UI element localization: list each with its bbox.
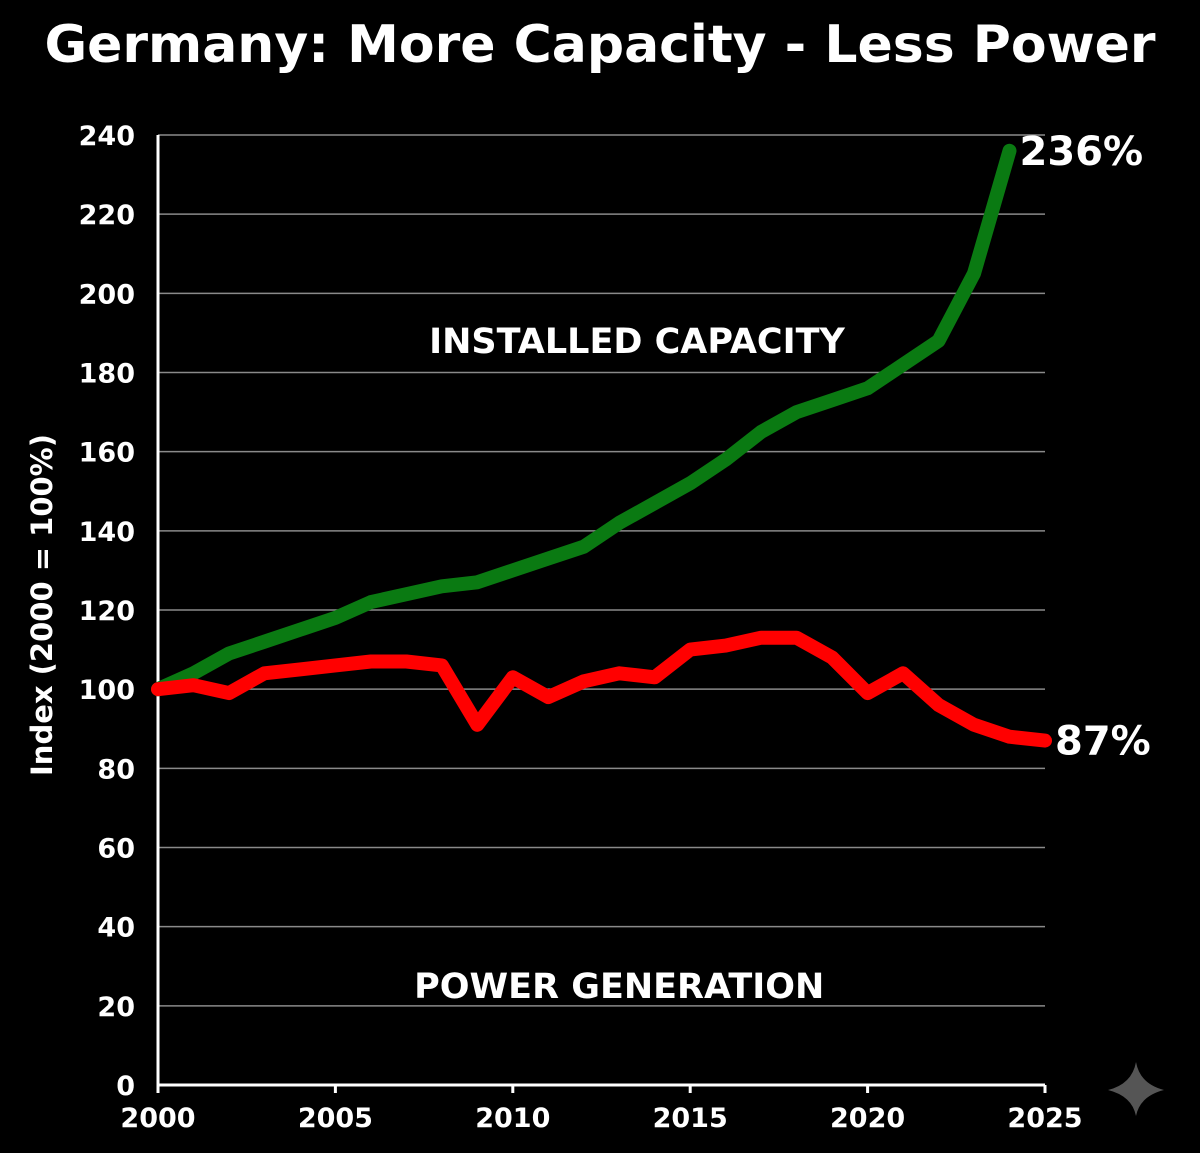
- x-tick-label: 2020: [830, 1103, 905, 1134]
- x-tick-label: 2025: [1007, 1103, 1082, 1134]
- y-tick-label: 140: [79, 517, 135, 548]
- series-line: [151, 143, 1017, 697]
- series-end-label: 87%: [1055, 719, 1151, 765]
- y-tick-label: 200: [79, 279, 135, 310]
- y-tick-label: 20: [97, 992, 135, 1023]
- y-axis-title: Index (2000 = 100%): [25, 434, 59, 776]
- series-label-backing: [386, 310, 887, 359]
- chart-title: Germany: More Capacity - Less Power: [44, 15, 1155, 75]
- y-tick-label: 80: [97, 754, 135, 785]
- y-tick-label: 240: [79, 121, 135, 152]
- x-tick-labels: 2000 2005 2010 2015 2020 2025: [120, 1103, 1082, 1134]
- x-tick-label: 2010: [475, 1103, 550, 1134]
- series-label: INSTALLED CAPACITY: [429, 322, 845, 362]
- y-tick-label: 0: [116, 1071, 135, 1102]
- series-label: POWER GENERATION: [414, 967, 824, 1007]
- y-tick-label: 180: [79, 359, 135, 390]
- series-labels: INSTALLED CAPACITY POWER GENERATION: [369, 310, 887, 1007]
- x-tick-label: 2015: [653, 1103, 728, 1134]
- axes: [156, 135, 1047, 1093]
- series-lines: [151, 143, 1052, 748]
- y-tick-label: 160: [79, 438, 135, 469]
- grid-lines: [158, 134, 1045, 1007]
- y-tick-label: 40: [97, 913, 135, 944]
- y-tick-label: 120: [79, 596, 135, 627]
- series-end-label: 236%: [1020, 129, 1144, 175]
- x-tick-label: 2000: [120, 1103, 195, 1134]
- sparkle-icon: [1108, 1062, 1164, 1116]
- end-labels: 236% 87%: [1020, 129, 1151, 765]
- series-label-backing: [369, 956, 870, 1005]
- x-tick-label: 2005: [298, 1103, 373, 1134]
- y-tick-label: 220: [79, 200, 135, 231]
- y-tick-label: 100: [79, 675, 135, 706]
- y-tick-label: 60: [97, 834, 135, 865]
- y-tick-labels: 0 20 40 60 80 100 120 140 160 180 200 220 240: [79, 121, 135, 1102]
- series-line: [151, 630, 1052, 748]
